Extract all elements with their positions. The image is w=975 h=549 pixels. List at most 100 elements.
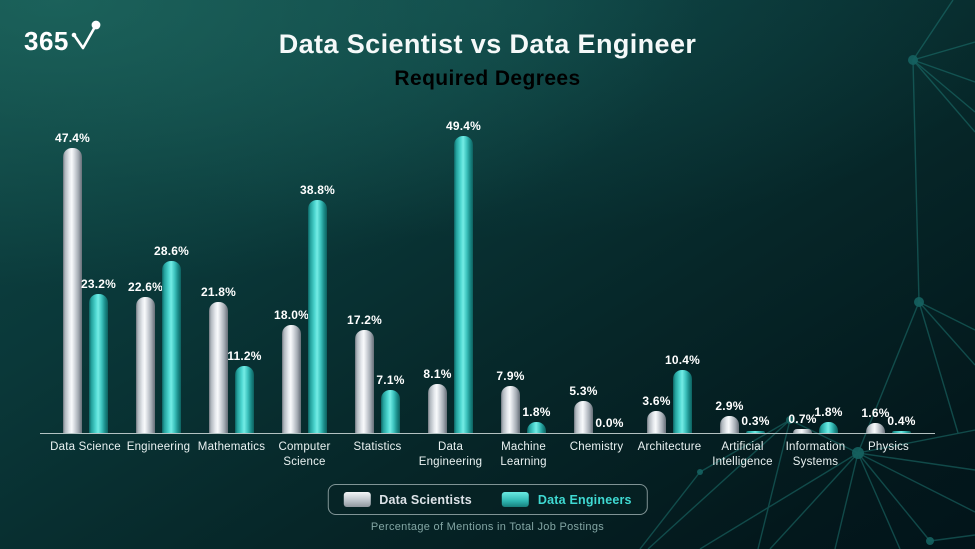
category-group: 0.7% 1.8% Information Systems	[779, 0, 852, 468]
bar-holder: 8.1%	[423, 367, 451, 433]
category-label: Statistics	[353, 441, 402, 453]
bar-holder: 23.2%	[81, 277, 116, 433]
bar-data-engineers	[308, 200, 327, 433]
bar-holder: 38.8%	[300, 183, 335, 433]
bar-value-label: 11.2%	[227, 349, 262, 363]
bar-holder: 2.9%	[715, 399, 743, 433]
bar-data-scientists	[793, 429, 812, 433]
bar-data-scientists	[428, 384, 447, 433]
bar-value-label: 5.3%	[569, 384, 598, 398]
bar-value-label: 22.6%	[127, 280, 164, 294]
category-label: Machine Learning	[500, 441, 547, 468]
category-group: 2.9% 0.3% Artificial Intelligence	[706, 0, 779, 468]
bar-value-label: 7.9%	[496, 369, 525, 383]
category-label: Chemistry	[569, 441, 624, 453]
bar-data-scientists	[866, 423, 885, 433]
bar-value-label: 47.4%	[54, 131, 91, 145]
bar-holder: 0.4%	[887, 414, 915, 433]
bar-value-label: 10.4%	[664, 353, 701, 367]
bar-value-label: 49.4%	[445, 119, 482, 133]
bar-pair: 21.8% 11.2%	[201, 285, 261, 433]
legend-item-data-engineers: Data Engineers	[501, 492, 632, 507]
bar-data-engineers	[381, 390, 400, 433]
bar-data-engineers	[162, 261, 181, 433]
bar-pair: 1.6% 0.4%	[861, 406, 915, 433]
bar-data-engineers	[454, 136, 473, 433]
bar-pair: 8.1% 49.4%	[423, 119, 481, 433]
category-group: 47.4% 23.2% Data Science	[49, 0, 122, 453]
bar-value-label: 28.6%	[153, 244, 190, 258]
bar-holder: 47.4%	[55, 131, 90, 433]
bar-value-label: 8.1%	[423, 367, 452, 381]
bar-holder: 0.3%	[741, 414, 769, 433]
bar-holder: 10.4%	[665, 353, 700, 433]
bar-data-scientists	[63, 148, 82, 433]
bar-holder: 5.3%	[569, 384, 597, 433]
bar-holder: 21.8%	[201, 285, 236, 433]
category-group: 7.9% 1.8% Machine Learning	[487, 0, 560, 468]
category-label: Physics	[867, 441, 910, 453]
bar-value-label: 1.8%	[522, 405, 551, 419]
bar-data-engineers	[746, 431, 765, 433]
bar-holder: 1.8%	[814, 405, 842, 433]
bar-groups: 47.4% 23.2% Data Science 22.6% 28.6% Engineer…	[49, 0, 925, 468]
bar-value-label: 0.4%	[887, 414, 916, 428]
bar-value-label: 21.8%	[200, 285, 237, 299]
bar-data-scientists	[282, 325, 301, 433]
legend: Data Scientists Data Engineers	[327, 484, 648, 515]
bar-holder: 1.6%	[861, 406, 889, 433]
category-group: 5.3% 0.0% Chemistry	[560, 0, 633, 453]
category-label: Mathematics	[197, 441, 266, 453]
bar-holder: 3.6%	[642, 394, 670, 433]
category-group: 21.8% 11.2% Mathematics	[195, 0, 268, 453]
bar-value-label: 3.6%	[642, 394, 671, 408]
bar-pair: 22.6% 28.6%	[128, 244, 189, 433]
bar-pair: 18.0% 38.8%	[274, 183, 335, 433]
bar-holder: 22.6%	[128, 280, 163, 433]
bar-pair: 0.7% 1.8%	[788, 405, 842, 433]
bar-pair: 7.9% 1.8%	[496, 369, 550, 433]
category-group: 3.6% 10.4% Architecture	[633, 0, 706, 453]
category-label: Computer Science	[278, 441, 331, 468]
bar-data-scientists	[574, 401, 593, 433]
bar-value-label: 1.8%	[814, 405, 843, 419]
page-subtitle: Required Degrees	[394, 67, 581, 90]
legend-swatch-data-engineers	[501, 492, 529, 507]
bar-chart: 47.4% 23.2% Data Science 22.6% 28.6% Engineer…	[40, 0, 935, 468]
bar-pair: 3.6% 10.4%	[642, 353, 700, 433]
bar-holder: 7.1%	[376, 373, 404, 433]
bar-value-label: 17.2%	[346, 313, 383, 327]
bar-value-label: 7.1%	[376, 373, 405, 387]
bar-data-scientists	[647, 411, 666, 433]
category-group: 8.1% 49.4% Data Engineering	[414, 0, 487, 468]
bar-data-engineers	[89, 294, 108, 433]
bar-holder: 18.0%	[274, 308, 309, 433]
bar-holder: 0.7%	[788, 412, 816, 433]
logo: 365	[24, 20, 101, 54]
logo-text: 365	[24, 26, 69, 56]
legend-label-data-engineers: Data Engineers	[537, 492, 632, 507]
bar-value-label: 0.7%	[788, 412, 817, 426]
bar-data-engineers	[673, 370, 692, 433]
category-label: Information Systems	[785, 441, 846, 468]
bar-value-label: 18.0%	[273, 308, 310, 322]
bar-holder: 1.8%	[522, 405, 550, 433]
bar-holder: 28.6%	[154, 244, 189, 433]
bar-value-label: 23.2%	[80, 277, 117, 291]
chart-caption: Percentage of Mentions in Total Job Post…	[370, 521, 605, 533]
category-label: Data Engineering	[418, 441, 483, 468]
bar-value-label: 2.9%	[715, 399, 744, 413]
bar-data-scientists	[136, 297, 155, 433]
bar-data-scientists	[720, 416, 739, 433]
bar-data-scientists	[501, 386, 520, 433]
bar-value-label: 0.3%	[741, 414, 770, 428]
bar-data-scientists	[209, 302, 228, 433]
legend-item-data-scientists: Data Scientists	[343, 492, 472, 507]
category-label: Architecture	[637, 441, 702, 453]
bar-value-label: 1.6%	[861, 406, 890, 420]
bar-holder: 49.4%	[446, 119, 481, 433]
x-axis-line	[40, 432, 935, 434]
page-title: Data Scientist vs Data Engineer	[278, 29, 697, 59]
bar-data-engineers	[235, 366, 254, 433]
